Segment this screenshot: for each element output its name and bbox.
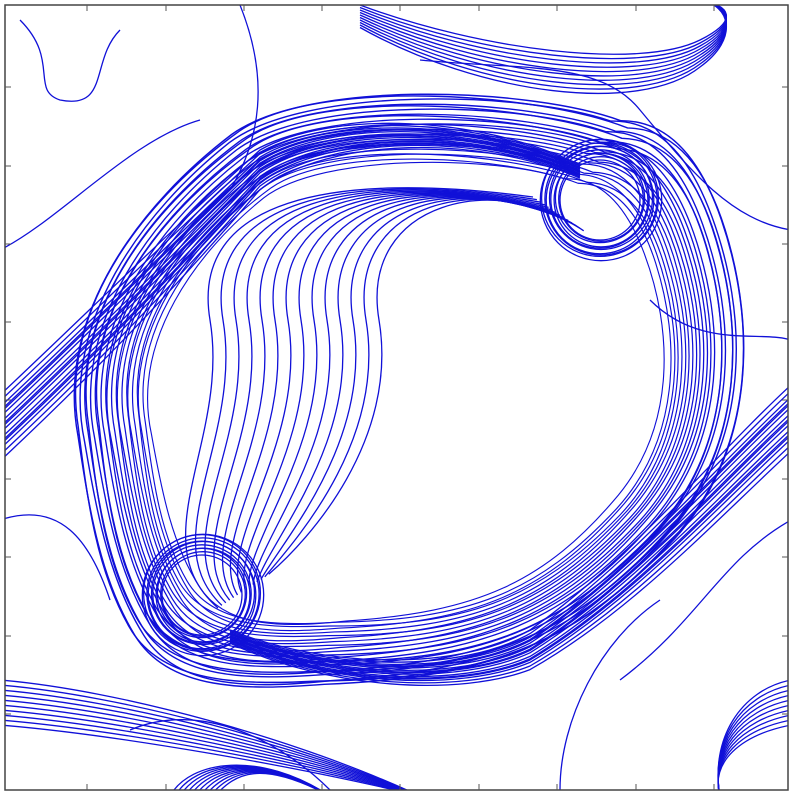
flow-plot (0, 0, 791, 796)
page: (() => { const data = JSON.parse(documen… (0, 0, 791, 796)
